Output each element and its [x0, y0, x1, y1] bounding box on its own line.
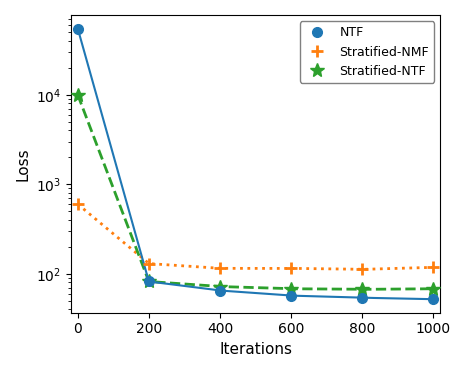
- NTF: [431, 297, 436, 301]
- Stratified-NMF: [288, 266, 294, 270]
- Stratified-NTF: [217, 284, 223, 289]
- Stratified-NMF: [75, 202, 81, 206]
- Line: Stratified-NMF: Stratified-NMF: [71, 198, 439, 276]
- NTF: [359, 295, 365, 300]
- Stratified-NMF: [431, 265, 436, 270]
- Stratified-NTF: [359, 287, 365, 292]
- Stratified-NMF: [146, 262, 151, 266]
- NTF: [146, 279, 151, 284]
- Line: Stratified-NTF: Stratified-NTF: [71, 88, 440, 296]
- Stratified-NMF: [217, 266, 223, 270]
- Stratified-NTF: [288, 286, 294, 291]
- Line: NTF: NTF: [73, 24, 438, 304]
- Stratified-NTF: [431, 286, 436, 291]
- NTF: [217, 288, 223, 293]
- Y-axis label: Loss: Loss: [15, 147, 30, 181]
- Stratified-NTF: [75, 93, 81, 97]
- X-axis label: Iterations: Iterations: [219, 342, 292, 357]
- NTF: [75, 26, 81, 31]
- Legend: NTF, Stratified-NMF, Stratified-NTF: NTF, Stratified-NMF, Stratified-NTF: [300, 21, 434, 83]
- NTF: [288, 294, 294, 298]
- Stratified-NMF: [359, 267, 365, 272]
- Stratified-NTF: [146, 279, 151, 284]
